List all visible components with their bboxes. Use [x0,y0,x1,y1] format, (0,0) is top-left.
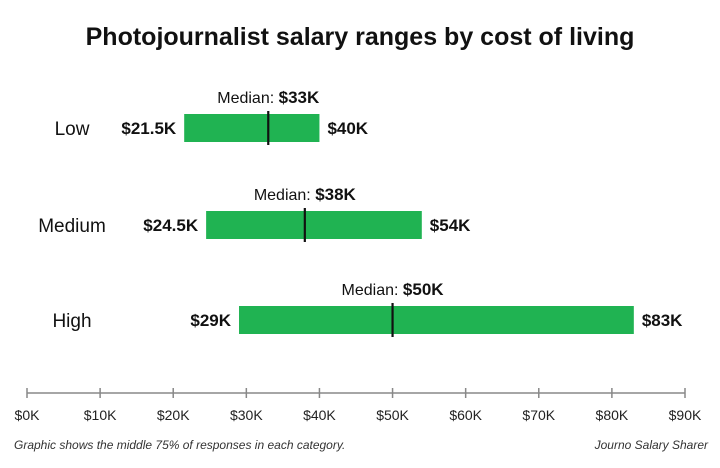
x-axis: $0K $10K $20K $30K $40K $50K $60K $70K $80K $90K [15,388,702,423]
x-tick-label: $70K [522,407,555,423]
median-label: Median: $33K [217,88,320,107]
high-value-label: $54K [430,216,471,235]
x-tick-label: $0K [15,407,41,423]
category-label: High [52,311,91,332]
x-tick-label: $20K [157,407,190,423]
range-row-medium: Medium $24.5K $54K Median: $38K [38,185,471,242]
range-row-high: High $29K $83K Median: $50K [52,280,683,337]
chart-source: Journo Salary Sharer [594,438,709,452]
x-tick-label: $40K [303,407,336,423]
range-bar [184,114,320,142]
low-value-label: $29K [190,311,231,330]
range-rows: Low $21.5K $40K Median: $33K Medium $24.5K $54… [38,88,683,337]
chart-footnote: Graphic shows the middle 75% of response… [14,438,345,452]
low-value-label: $24.5K [143,216,199,235]
category-label: Medium [38,216,106,237]
high-value-label: $83K [642,311,683,330]
range-bar [239,306,634,334]
category-label: Low [55,119,90,140]
median-prefix: Median: [217,90,278,107]
median-value: $38K [315,185,356,204]
median-prefix: Median: [342,282,403,299]
low-value-label: $21.5K [121,119,177,138]
x-tick-label: $50K [376,407,409,423]
x-tick-label: $30K [230,407,263,423]
median-value: $50K [403,280,444,299]
median-prefix: Median: [254,187,315,204]
range-row-low: Low $21.5K $40K Median: $33K [55,88,369,145]
high-value-label: $40K [327,119,368,138]
range-bar [206,211,422,239]
x-tick-label: $80K [596,407,629,423]
x-tick-label: $90K [669,407,702,423]
x-tick-label: $10K [84,407,117,423]
median-label: Median: $38K [254,185,357,204]
median-value: $33K [279,88,320,107]
x-tick-label: $60K [449,407,482,423]
chart-title: Photojournalist salary ranges by cost of… [86,23,635,51]
median-label: Median: $50K [342,280,445,299]
